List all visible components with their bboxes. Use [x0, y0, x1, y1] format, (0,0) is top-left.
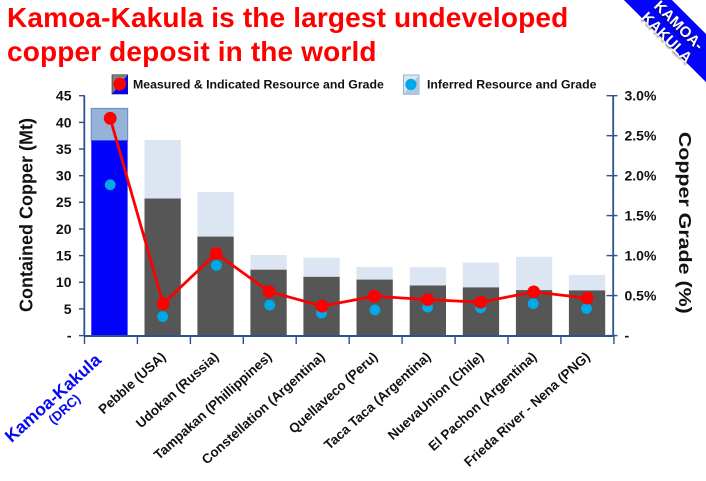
svg-text:15: 15	[56, 248, 72, 264]
svg-text:45: 45	[56, 88, 72, 104]
svg-text:5: 5	[64, 301, 72, 317]
svg-text:-: -	[625, 328, 630, 344]
svg-text:20: 20	[56, 221, 72, 237]
svg-text:35: 35	[56, 141, 72, 157]
svg-text:10: 10	[56, 274, 72, 290]
svg-text:Kamoa-Kakula: Kamoa-Kakula	[1, 349, 105, 446]
svg-text:2.0%: 2.0%	[625, 168, 657, 184]
svg-text:Contained Copper (Mt): Contained Copper (Mt)	[17, 118, 37, 312]
svg-text:25: 25	[56, 194, 72, 210]
svg-text:NuevaUnion (Chile): NuevaUnion (Chile)	[385, 349, 487, 443]
svg-text:2.5%: 2.5%	[625, 128, 657, 144]
svg-text:3.0%: 3.0%	[625, 88, 657, 104]
svg-text:Taca Taca (Argentina): Taca Taca (Argentina)	[321, 349, 434, 452]
svg-text:Measured & Indicated Resource: Measured & Indicated Resource and Grade	[133, 78, 384, 92]
svg-text:-: -	[67, 328, 72, 344]
svg-text:40: 40	[56, 114, 72, 130]
svg-text:1.5%: 1.5%	[625, 208, 657, 224]
svg-text:Quellaveco (Peru): Quellaveco (Peru)	[286, 349, 381, 436]
svg-text:30: 30	[56, 168, 72, 184]
svg-text:0.5%: 0.5%	[625, 288, 657, 304]
svg-text:Inferred Resource and Grade: Inferred Resource and Grade	[427, 78, 597, 92]
svg-text:Copper Grade (%): Copper Grade (%)	[674, 132, 694, 314]
svg-text:1.0%: 1.0%	[625, 248, 657, 264]
